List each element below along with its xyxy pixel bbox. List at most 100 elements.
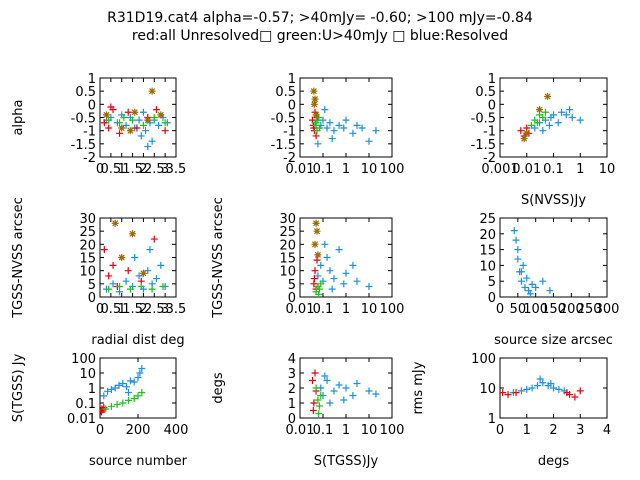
- y-tick-label: 1: [88, 72, 96, 87]
- y-axis-label: alpha: [11, 99, 26, 135]
- data-point: [536, 106, 544, 114]
- x-tick-label: 0.5: [101, 162, 122, 177]
- data-points: [500, 375, 584, 401]
- x-tick-label: 0.1: [543, 162, 564, 177]
- x-tick-label: 2.5: [144, 162, 165, 177]
- x-tick-label: 2: [139, 302, 147, 317]
- data-point: [504, 391, 512, 399]
- data-point: [353, 277, 361, 285]
- x-tick-label: 0: [496, 423, 504, 438]
- x-tick-label: 3.5: [166, 162, 187, 177]
- y-tick-label: 1: [88, 382, 96, 397]
- x-tick-label: 200: [559, 302, 584, 317]
- y-tick-label: 100: [471, 352, 496, 367]
- data-point: [125, 389, 132, 397]
- data-point: [138, 364, 146, 372]
- y-tick-label: 100: [71, 352, 96, 367]
- data-point: [152, 106, 160, 114]
- data-point: [321, 240, 329, 248]
- data-point: [107, 402, 115, 410]
- data-points: [510, 227, 554, 297]
- data-point: [107, 103, 115, 111]
- x-tick-label: 0.01: [286, 162, 315, 177]
- data-point: [150, 235, 158, 243]
- data-point: [115, 381, 123, 389]
- data-point: [309, 377, 317, 384]
- data-point: [312, 111, 320, 119]
- data-point: [119, 379, 127, 387]
- x-tick-label: 1: [118, 162, 126, 177]
- data-point: [126, 285, 134, 293]
- data-point: [313, 256, 321, 264]
- y-tick-label: 15: [79, 252, 96, 267]
- data-point: [330, 127, 338, 135]
- data-point: [103, 111, 111, 119]
- data-point: [335, 121, 343, 129]
- data-point: [111, 219, 119, 227]
- y-tick-label: 10: [479, 382, 496, 397]
- data-point: [539, 114, 547, 121]
- y-tick-label: -1: [483, 125, 496, 140]
- y-tick-label: 0: [288, 291, 296, 306]
- data-point: [554, 119, 562, 127]
- y-tick-label: 0: [488, 291, 496, 306]
- data-point: [510, 227, 518, 235]
- data-point: [525, 287, 533, 295]
- x-axis-label: S(NVSS)Jy: [521, 193, 586, 208]
- data-point: [342, 384, 350, 392]
- data-point: [340, 280, 348, 288]
- data-point: [142, 127, 150, 135]
- x-tick-label: 100: [523, 302, 548, 317]
- data-point: [120, 114, 128, 121]
- data-point: [310, 399, 318, 407]
- y-tick-label: 1: [288, 397, 296, 412]
- data-point: [109, 280, 117, 288]
- data-point: [365, 282, 373, 290]
- y-tick-label: 10: [79, 265, 96, 280]
- data-point: [342, 269, 350, 277]
- data-point: [102, 405, 110, 413]
- y-axis-label: S(TGSS) Jy: [11, 353, 26, 422]
- x-tick-label: 100: [380, 302, 405, 317]
- y-tick-label: 10: [279, 265, 296, 280]
- y-tick-label: -1.5: [71, 138, 96, 153]
- y-tick-label: 30: [279, 212, 296, 227]
- y-tick-label: 5: [88, 278, 96, 293]
- y-tick-label: 3: [288, 367, 296, 382]
- y-tick-label: 30: [79, 212, 96, 227]
- x-tick-label: 0.01: [286, 423, 315, 438]
- y-tick-label: 20: [79, 238, 96, 253]
- data-point: [512, 236, 520, 244]
- data-points: [309, 87, 380, 148]
- data-point: [310, 87, 318, 95]
- data-point: [312, 219, 320, 227]
- data-point: [365, 387, 373, 395]
- data-point: [159, 282, 167, 290]
- data-point: [563, 389, 571, 397]
- x-tick-label: 0.1: [313, 302, 334, 317]
- x-tick-label: 300: [595, 302, 620, 317]
- data-point: [105, 272, 113, 280]
- y-tick-label: 1: [288, 72, 296, 87]
- data-point: [111, 384, 119, 392]
- x-tick-label: 0.5: [101, 302, 122, 317]
- data-point: [130, 394, 138, 402]
- y-tick-label: 0: [88, 98, 96, 113]
- y-tick-label: 0: [288, 412, 296, 427]
- y-tick-label: 0.01: [67, 412, 96, 427]
- data-point: [523, 274, 531, 282]
- data-point: [137, 132, 145, 140]
- x-tick-label: 1: [342, 302, 350, 317]
- data-point: [144, 142, 152, 150]
- chart-subtitle: red:all Unresolved□ green:U>40mJy □ blue…: [131, 28, 509, 44]
- data-point: [131, 108, 139, 116]
- chart-title: R31D19.cat4 alpha=-0.57; >40mJy= -0.60; …: [107, 10, 533, 26]
- x-tick-label: 3: [161, 162, 169, 177]
- data-point: [124, 267, 132, 275]
- data-point: [100, 119, 108, 127]
- data-point: [113, 400, 121, 408]
- y-axis-label: TGSS-NVSS arcsec: [11, 197, 26, 319]
